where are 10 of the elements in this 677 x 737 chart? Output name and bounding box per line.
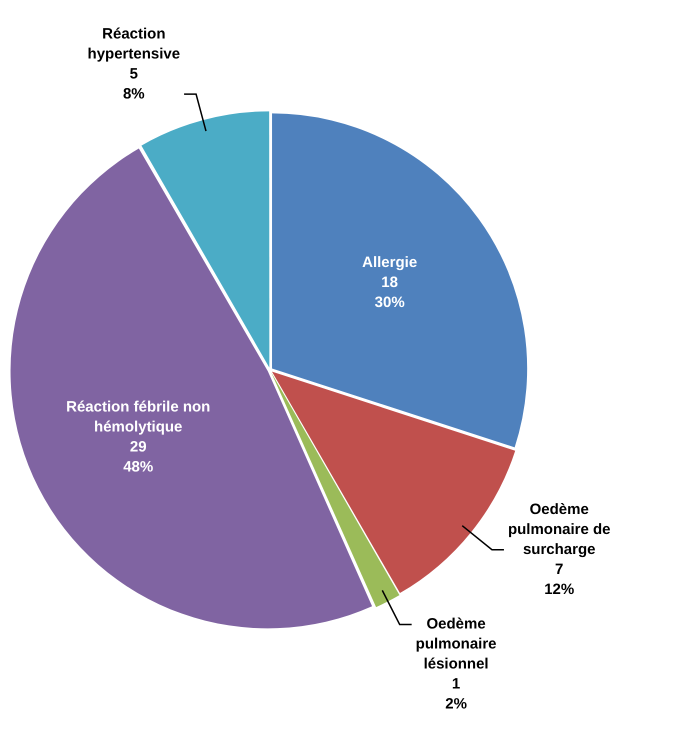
- slice-label: Oedème pulmonaire lésionnel: [416, 616, 497, 673]
- data-label: 29 48%: [123, 438, 154, 476]
- slice-label: Réaction hypertensive: [88, 25, 180, 62]
- data-label: 5 8%: [122, 65, 145, 102]
- data-label: 1 2%: [445, 676, 467, 713]
- slice-label: Allergie: [362, 254, 418, 272]
- slice-label: Oedème pulmonaire de surcharge: [508, 500, 610, 558]
- data-label: 18 30%: [374, 274, 405, 312]
- slice-label: Réaction fébrile non hémolytique: [66, 398, 210, 436]
- data-label: 7 12%: [544, 560, 574, 598]
